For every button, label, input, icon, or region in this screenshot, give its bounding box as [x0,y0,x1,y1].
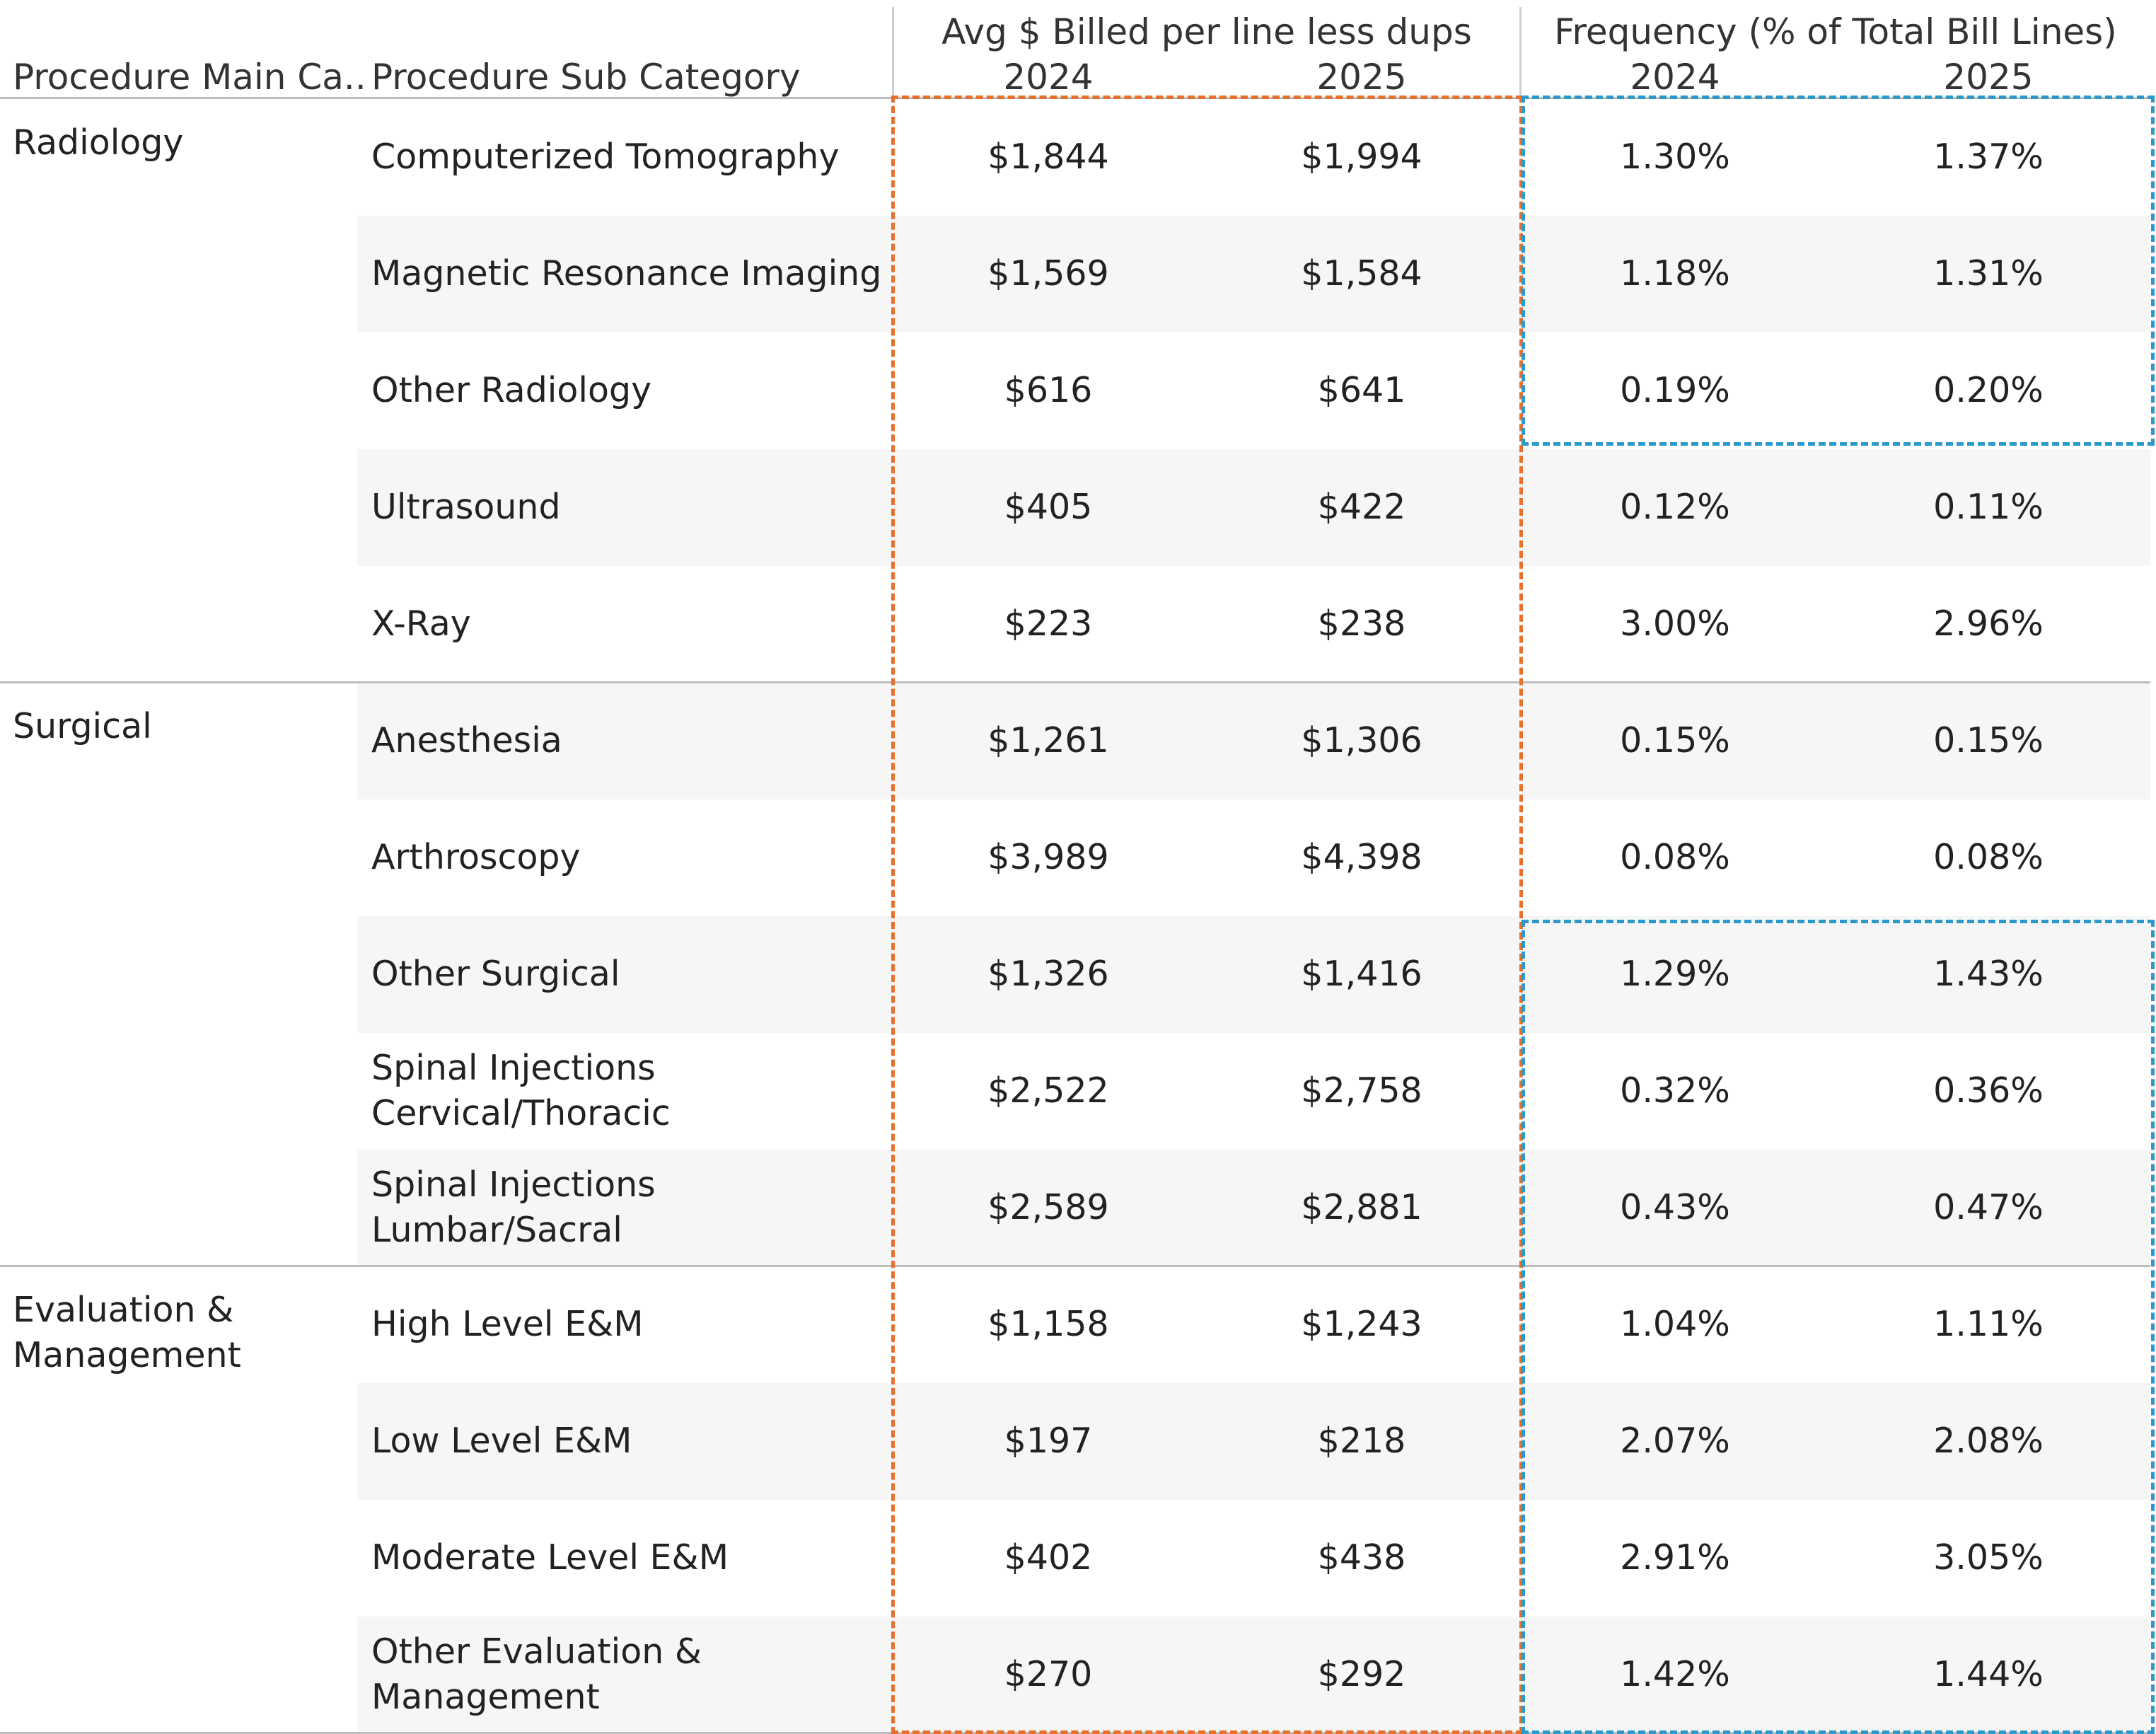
billed-2025-value: $641 [1317,370,1406,410]
frequency-2025-value: 2.08% [1933,1421,2044,1461]
billed-2025-value: $422 [1317,487,1406,527]
main-category-label: Radiology [13,122,184,163]
frequency-2024-value: 1.04% [1620,1304,1730,1344]
frequency-2025-value: 2.96% [1933,603,2044,644]
billed-2024-value: $270 [1004,1654,1093,1694]
sub-category-label: Arthroscopy [371,837,581,877]
frequency-2024-value: 0.08% [1620,837,1730,877]
main-category-label: Evaluation & Management [13,1290,241,1375]
frequency-2025-value: 0.47% [1933,1187,2044,1227]
row-band [357,683,2150,799]
billed-2024-value: $2,589 [987,1187,1109,1227]
frequency-2025-value: 1.43% [1933,954,2044,994]
billed-2024-value: $2,522 [987,1070,1109,1111]
billed-2025-value: $292 [1317,1654,1406,1694]
billed-2024-value: $197 [1004,1421,1093,1461]
sub-category-label: Ultrasound [371,487,561,527]
main-category-label: Surgical [13,706,152,746]
sub-category-label: Other Surgical [371,954,620,994]
frequency-2024-value: 0.19% [1620,370,1730,410]
billed-2024-value: $1,326 [987,954,1109,994]
billed-columns-highlight [891,96,1523,1734]
frequency-2025-value: 1.37% [1933,137,2044,177]
frequency-2025-value: 0.15% [1933,720,2044,761]
group-divider [0,681,2150,683]
billed-2024-value: $402 [1004,1537,1093,1578]
frequency-2024-value: 0.43% [1620,1187,1730,1227]
sub-category-label: Other Evaluation & Management [371,1631,702,1717]
row-band [357,916,2150,1033]
billed-2025-value: $1,306 [1301,720,1422,761]
billed-2025-value: $218 [1317,1421,1406,1461]
frequency-2025-value: 3.05% [1933,1537,2044,1578]
billed-2024-value: $1,261 [987,720,1109,761]
sub-category-label: Computerized Tomography [371,137,840,177]
frequency-2024-value: 1.42% [1620,1654,1730,1694]
frequency-2024-value: 2.07% [1620,1421,1730,1461]
frequency-2024-value: 0.12% [1620,487,1730,527]
billed-2025-value: $4,398 [1301,837,1422,877]
row-band [357,1383,2150,1500]
frequency-2024-value: 1.30% [1620,137,1730,177]
frequency-2024-value: 2.91% [1620,1537,1730,1578]
sub-category-label: X-Ray [371,603,471,644]
sub-category-label: Low Level E&M [371,1421,632,1461]
billed-2024-value: $1,158 [987,1304,1109,1344]
billed-2024-value: $405 [1004,487,1093,527]
frequency-2025-value: 1.31% [1933,253,2044,294]
row-band [357,1150,2150,1266]
header-frequency-year-2024: 2024 [1630,57,1720,98]
sub-category-label: High Level E&M [371,1304,644,1344]
header-divider-frequency [1519,7,1522,98]
billed-2024-value: $1,844 [987,137,1109,177]
frequency-2024-value: 1.18% [1620,253,1730,294]
billed-2024-value: $223 [1004,603,1093,644]
group-divider [0,1265,2150,1267]
frequency-2024-value: 3.00% [1620,603,1730,644]
billed-2024-value: $1,569 [987,253,1109,294]
sub-category-label: Spinal Injections Lumbar/Sacral [371,1164,656,1250]
header-frequency-group: Frequency (% of Total Bill Lines) [1554,11,2117,52]
billed-2025-value: $1,416 [1301,954,1422,994]
frequency-2025-value: 0.08% [1933,837,2044,877]
frequency-2025-value: 1.44% [1933,1654,2044,1694]
billed-2025-value: $1,994 [1301,137,1422,177]
header-main-category: Procedure Main Ca.. [13,57,366,98]
sub-category-label: Other Radiology [371,370,652,410]
sub-category-label: Moderate Level E&M [371,1537,729,1578]
billed-2025-value: $1,243 [1301,1304,1422,1344]
billed-2024-value: $3,989 [987,837,1109,877]
frequency-2024-value: 1.29% [1620,954,1730,994]
billed-2024-value: $616 [1004,370,1093,410]
billed-2025-value: $2,881 [1301,1187,1422,1227]
header-divider-billed [892,7,894,98]
header-sub-category: Procedure Sub Category [371,57,801,98]
sub-category-label: Anesthesia [371,720,562,761]
frequency-2025-value: 0.20% [1933,370,2044,410]
frequency-2025-value: 0.11% [1933,487,2044,527]
billed-2025-value: $438 [1317,1537,1406,1578]
frequency-2024-value: 0.32% [1620,1070,1730,1111]
frequency-highlight-lower [1522,920,2155,1734]
row-band [357,1617,2150,1733]
billed-2025-value: $238 [1317,603,1406,644]
frequency-2024-value: 0.15% [1620,720,1730,761]
header-billed-year-2024: 2024 [1003,57,1094,98]
sub-category-label: Magnetic Resonance Imaging [371,253,882,294]
sub-category-label: Spinal Injections Cervical/Thoracic [371,1048,671,1133]
frequency-highlight-radiology [1522,96,2155,446]
billed-2025-value: $1,584 [1301,253,1422,294]
header-frequency-year-2025: 2025 [1943,57,2034,98]
frequency-2025-value: 1.11% [1933,1304,2044,1344]
header-billed-year-2025: 2025 [1316,57,1407,98]
row-band [357,449,2150,566]
header-billed-group: Avg $ Billed per line less dups [941,11,1472,52]
frequency-2025-value: 0.36% [1933,1070,2044,1111]
billed-2025-value: $2,758 [1301,1070,1422,1111]
row-band [357,216,2150,333]
